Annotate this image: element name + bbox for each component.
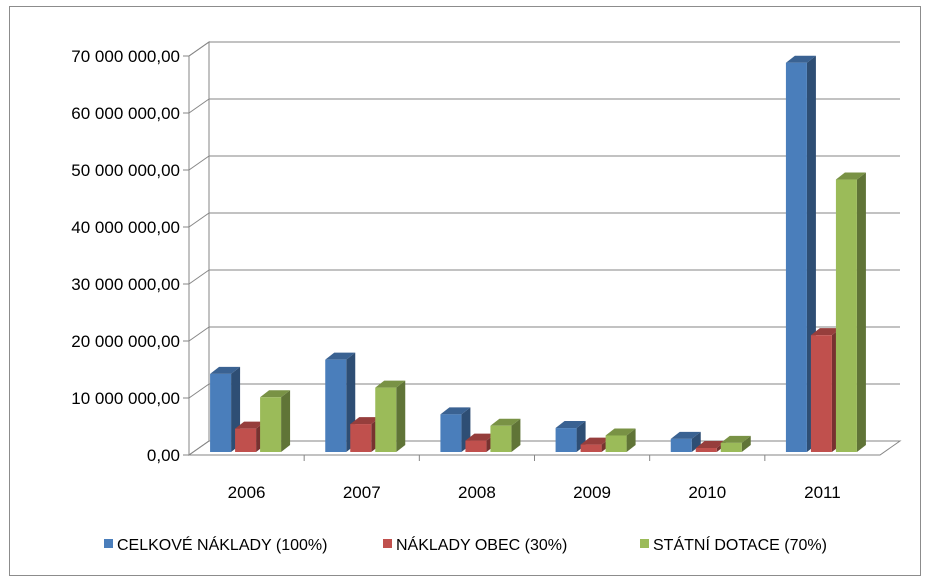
bar-top <box>210 366 241 374</box>
bar <box>670 438 692 452</box>
bar-side <box>396 380 406 452</box>
gridline-depth <box>188 326 210 342</box>
y-tick-label: 40 000 000,00 <box>71 218 180 237</box>
bar-top <box>810 328 841 336</box>
bar <box>325 359 347 452</box>
bar <box>810 335 832 452</box>
bar <box>605 435 627 452</box>
x-tick-label: 2010 <box>688 483 726 502</box>
gridline-depth <box>188 41 210 57</box>
x-tick-label: 2008 <box>458 483 496 502</box>
y-tick-label: 70 000 000,00 <box>71 47 180 66</box>
bar-top <box>375 380 406 388</box>
y-tick-label: 20 000 000,00 <box>71 332 180 351</box>
y-tick-label: 50 000 000,00 <box>71 161 180 180</box>
bar-top <box>440 407 471 415</box>
bar-top <box>490 418 521 426</box>
gridline-depth <box>188 212 210 228</box>
legend-swatch <box>104 539 113 548</box>
y-tick-label: 60 000 000,00 <box>71 104 180 123</box>
bar <box>375 387 397 452</box>
x-tick-label: 2007 <box>343 483 381 502</box>
chart-frame <box>9 6 921 576</box>
bar-top <box>580 437 611 445</box>
bar-side <box>511 418 521 452</box>
bar <box>785 62 807 452</box>
bar <box>350 424 372 452</box>
bar-side <box>281 390 291 452</box>
bar-top <box>465 433 496 441</box>
bar-side <box>741 435 751 452</box>
bar-top <box>235 421 266 429</box>
bar <box>235 428 257 452</box>
bar-side <box>626 428 636 452</box>
legend-label: CELKOVÉ NÁKLADY (100%) <box>117 535 327 554</box>
bar-side <box>691 431 701 452</box>
y-tick-label: 0,00 <box>147 446 180 465</box>
x-tick-label: 2006 <box>228 483 266 502</box>
bar-top <box>350 417 381 425</box>
x-tick-label: 2009 <box>573 483 611 502</box>
bar-top <box>325 352 356 360</box>
legend-swatch <box>640 539 649 548</box>
bar-top <box>695 441 726 449</box>
bar-top <box>260 390 291 398</box>
legend-label: NÁKLADY OBEC (30%) <box>396 535 567 554</box>
bar-top <box>720 435 751 443</box>
bar <box>210 373 232 452</box>
bar <box>580 444 602 452</box>
bar-top <box>605 428 636 436</box>
bar-top <box>835 172 866 180</box>
legend-swatch <box>383 539 392 548</box>
bar <box>465 440 487 452</box>
x-tick-label: 2011 <box>804 483 841 502</box>
bar <box>555 428 577 452</box>
gridline-depth <box>188 98 210 114</box>
legend-label: STÁTNÍ DOTACE (70%) <box>653 535 827 554</box>
bar-top <box>785 55 816 63</box>
bar <box>695 448 717 452</box>
y-tick-label: 30 000 000,00 <box>71 275 180 294</box>
bar <box>835 179 857 453</box>
gridline-depth <box>188 269 210 285</box>
bar <box>440 414 462 452</box>
bar <box>260 397 282 452</box>
bar <box>720 442 742 452</box>
bar-side <box>856 172 866 453</box>
y-tick-label: 10 000 000,00 <box>71 389 180 408</box>
gridline-depth <box>188 383 210 399</box>
side-wall <box>188 41 210 456</box>
bar-top <box>670 431 701 439</box>
bar-top <box>555 421 586 429</box>
bar <box>490 425 512 452</box>
gridline-depth <box>188 155 210 171</box>
gridline-depth <box>188 440 210 456</box>
